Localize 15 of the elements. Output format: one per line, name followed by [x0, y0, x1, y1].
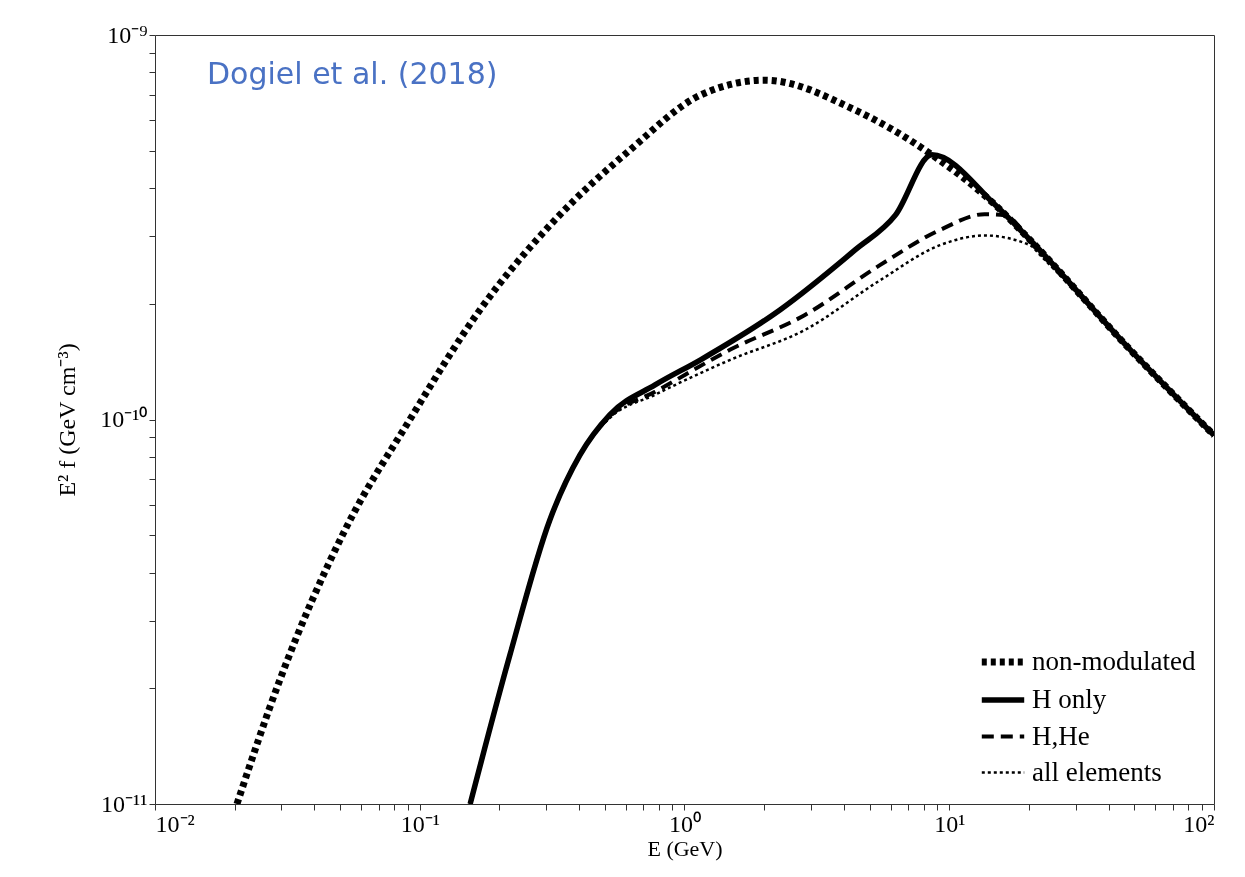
x-tick-label: 10⁻¹	[400, 810, 440, 837]
y-tick-label: 10⁻¹⁰	[100, 406, 148, 432]
y-tick-label: 10⁻⁹	[107, 21, 148, 48]
x-tick-label: 10⁰	[669, 810, 701, 837]
y-tick-label: 10⁻¹¹	[101, 790, 148, 817]
x-tick-label: 10¹	[934, 810, 966, 837]
legend-label: H only	[1032, 684, 1107, 714]
x-tick-label: 10⁻²	[155, 810, 195, 837]
annotation: Dogiel et al. (2018)	[207, 56, 498, 91]
legend-label: H,He	[1032, 720, 1090, 751]
legend-label: all elements	[1032, 756, 1162, 787]
x-axis-title: E (GeV)	[647, 835, 723, 861]
y-axis-title: E² f (GeV cm⁻³)	[54, 343, 81, 497]
legend-label: non-modulated	[1032, 646, 1196, 676]
x-tick-label: 10²	[1183, 810, 1215, 837]
